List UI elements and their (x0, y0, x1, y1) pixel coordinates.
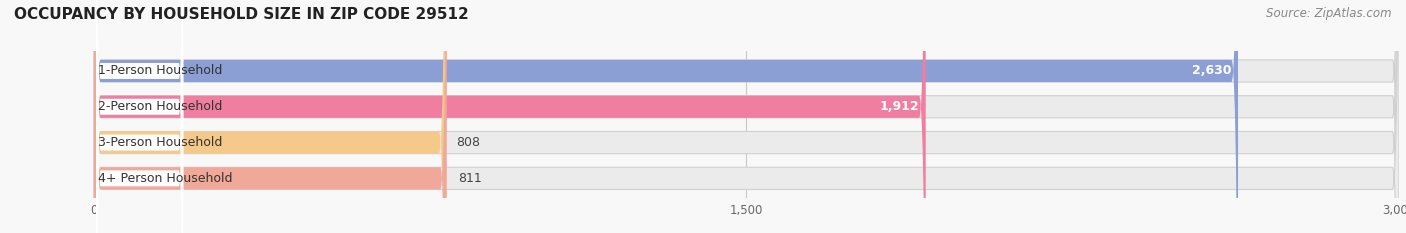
FancyBboxPatch shape (94, 0, 1399, 233)
FancyBboxPatch shape (96, 0, 183, 233)
Text: 808: 808 (457, 136, 481, 149)
Text: Source: ZipAtlas.com: Source: ZipAtlas.com (1267, 7, 1392, 20)
Text: 2,630: 2,630 (1192, 65, 1232, 77)
FancyBboxPatch shape (94, 0, 1399, 233)
FancyBboxPatch shape (96, 0, 183, 233)
Text: 3-Person Household: 3-Person Household (98, 136, 222, 149)
FancyBboxPatch shape (94, 0, 446, 233)
FancyBboxPatch shape (94, 0, 447, 233)
FancyBboxPatch shape (96, 0, 183, 233)
FancyBboxPatch shape (94, 0, 1399, 233)
Text: 4+ Person Household: 4+ Person Household (98, 172, 233, 185)
FancyBboxPatch shape (94, 0, 925, 233)
Text: 811: 811 (458, 172, 481, 185)
Text: 1,912: 1,912 (880, 100, 920, 113)
Text: 2-Person Household: 2-Person Household (98, 100, 222, 113)
FancyBboxPatch shape (94, 0, 1239, 233)
FancyBboxPatch shape (96, 0, 183, 233)
Text: 1-Person Household: 1-Person Household (98, 65, 222, 77)
Text: OCCUPANCY BY HOUSEHOLD SIZE IN ZIP CODE 29512: OCCUPANCY BY HOUSEHOLD SIZE IN ZIP CODE … (14, 7, 468, 22)
FancyBboxPatch shape (94, 0, 1399, 233)
